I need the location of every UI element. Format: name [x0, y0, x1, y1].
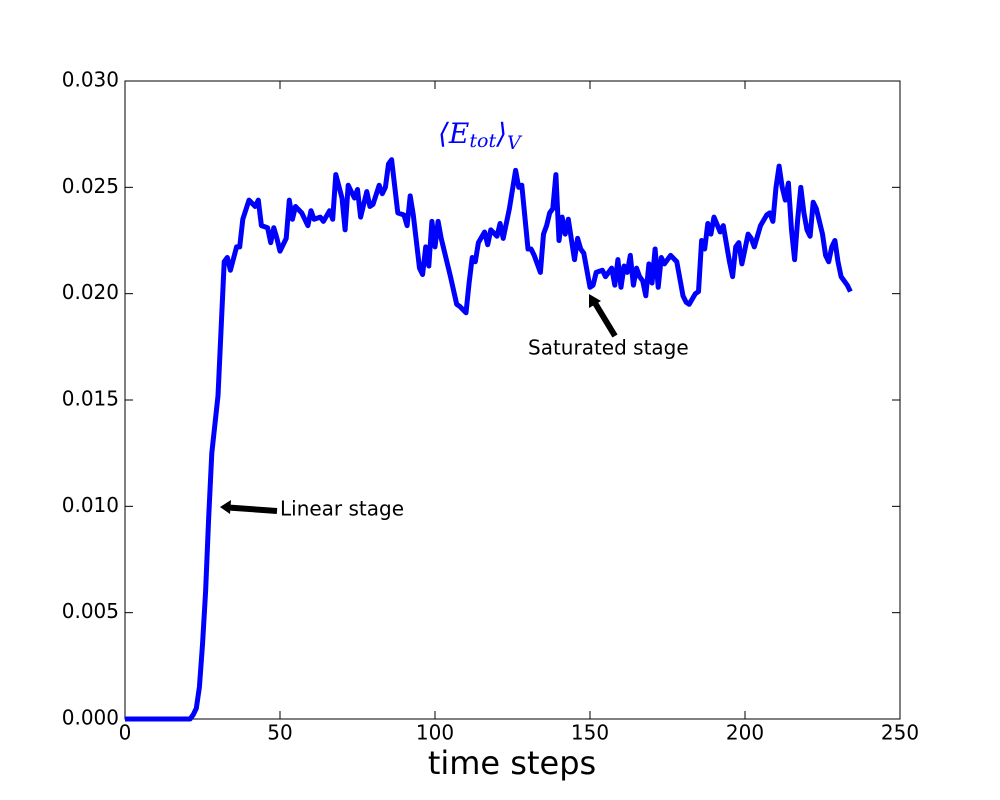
annotation-arrowhead	[589, 294, 601, 308]
x-tick-label: 50	[267, 721, 292, 745]
series-label: ⟨Etot⟩V	[438, 117, 523, 155]
annotation-arrow	[592, 301, 618, 338]
y-tick-label: 0.020	[62, 280, 119, 304]
y-tick-label: 0.000	[62, 706, 119, 730]
annotation: Linear stage	[280, 497, 404, 521]
x-axis-label: time steps	[428, 744, 596, 782]
series-line	[125, 157, 853, 722]
x-tick-label: 200	[726, 721, 764, 745]
annotation: Saturated stage	[528, 336, 689, 360]
x-tick-label: 0	[119, 721, 132, 745]
y-tick-label: 0.030	[62, 68, 119, 92]
x-tick-label: 150	[571, 721, 609, 745]
x-tick-label: 100	[416, 721, 454, 745]
y-tick-label: 0.025	[62, 174, 119, 198]
annotation-arrowhead	[220, 500, 231, 514]
y-tick-label: 0.015	[62, 387, 119, 411]
y-tick-label: 0.010	[62, 493, 119, 517]
y-tick-label: 0.005	[62, 599, 119, 623]
series-label-part: ⟩	[495, 117, 507, 150]
x-tick-label: 250	[881, 721, 919, 745]
series-label-part: V	[507, 132, 523, 154]
series-label-part: ⟨E	[438, 117, 469, 150]
series-label-part: tot	[469, 130, 496, 152]
annotation-arrow	[227, 504, 278, 514]
